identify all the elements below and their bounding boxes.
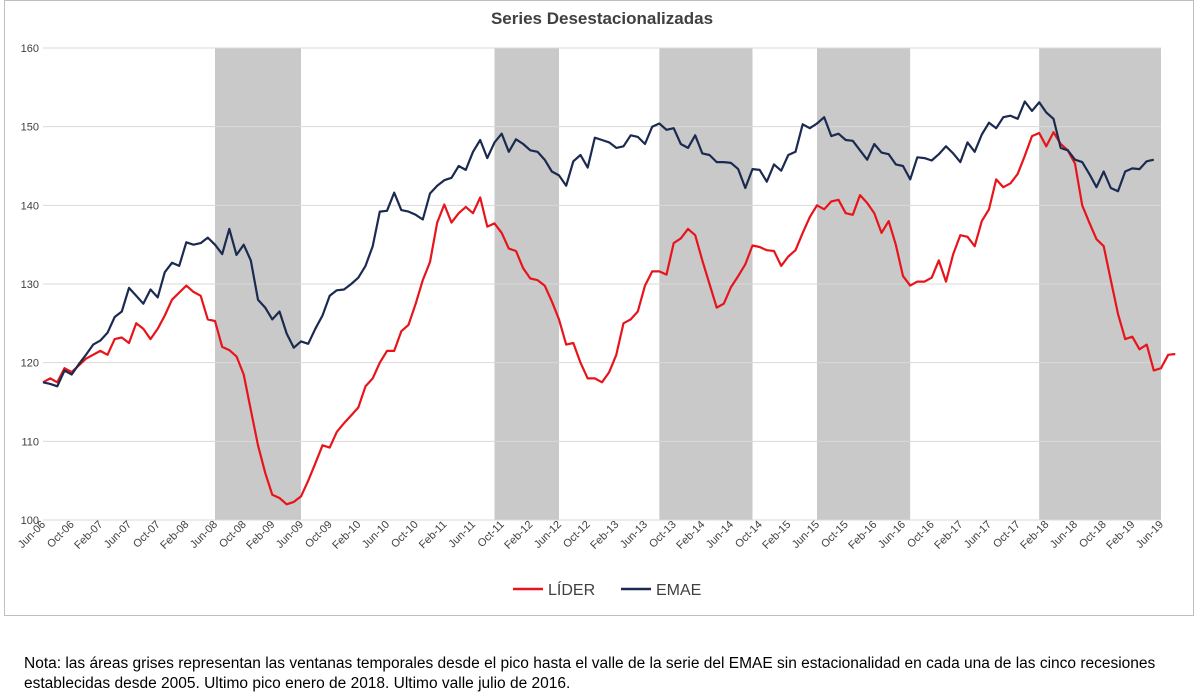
y-axis-ticks: 100 110 120 130 140 150 160 <box>21 43 39 527</box>
x-axis-ticks: Jun-06Oct-06Feb-07Jun-07Oct-07Feb-08Jun-… <box>16 519 1166 552</box>
x-tick-label: Feb-14 <box>674 519 707 552</box>
y-tick-label: 160 <box>21 43 39 55</box>
x-tick-label: Jun-11 <box>446 519 478 551</box>
x-tick-label: Oct-17 <box>991 519 1023 551</box>
y-tick-label: 140 <box>21 200 39 212</box>
x-tick-label: Jun-17 <box>962 519 994 551</box>
x-tick-label: Jun-07 <box>102 519 134 551</box>
x-tick-label: Feb-08 <box>158 519 191 552</box>
legend-label-lider: LÍDER <box>548 580 595 599</box>
x-tick-label: Jun-16 <box>876 519 908 551</box>
x-tick-label: Oct-15 <box>819 519 851 551</box>
x-tick-label: Feb-16 <box>846 519 879 552</box>
y-tick-label: 100 <box>21 515 39 527</box>
legend-label-emae: EMAE <box>656 582 701 599</box>
x-tick-label: Oct-06 <box>45 519 77 551</box>
x-tick-label: Feb-18 <box>1018 519 1051 552</box>
x-tick-label: Oct-09 <box>303 519 335 551</box>
footnote: Nota: las áreas grises representan las v… <box>24 655 1156 692</box>
x-tick-label: Jun-09 <box>274 519 306 551</box>
x-tick-label: Jun-18 <box>1048 519 1080 551</box>
x-tick-label: Feb-19 <box>1104 519 1137 552</box>
x-tick-label: Feb-10 <box>330 519 363 552</box>
x-tick-label: Jun-19 <box>1134 519 1166 551</box>
line-chart: 100 110 120 130 140 150 160 Jun-06Oct-06Feb-07… <box>16 9 1176 599</box>
x-tick-label: Feb-17 <box>932 519 965 552</box>
y-tick-label: 130 <box>21 279 39 291</box>
x-tick-label: Feb-09 <box>244 519 277 552</box>
series-line-emae <box>42 100 1155 388</box>
x-tick-label: Oct-07 <box>131 519 163 551</box>
x-tick-label: Oct-14 <box>733 519 765 551</box>
x-tick-label: Feb-12 <box>502 519 535 552</box>
chart-title: Series Desestacionalizadas <box>491 9 713 28</box>
chart-frame: 100 110 120 130 140 150 160 Jun-06 Oct-06 Feb-07… <box>4 0 1194 616</box>
x-tick-label: Jun-10 <box>360 519 392 551</box>
x-tick-label: Jun-12 <box>532 519 564 551</box>
x-tick-label: Oct-18 <box>1077 519 1109 551</box>
legend: LÍDER EMAE <box>513 580 701 599</box>
y-tick-label: 150 <box>21 122 39 134</box>
x-tick-label: Oct-16 <box>905 519 937 551</box>
series-lines <box>42 100 1176 506</box>
x-tick-label: Jun-08 <box>188 519 220 551</box>
series-line-lider <box>42 131 1176 506</box>
x-tick-label: Oct-11 <box>476 519 507 550</box>
x-tick-label: Feb-07 <box>72 519 105 552</box>
x-tick-label: Feb-15 <box>760 519 793 552</box>
y-tick-label: 120 <box>21 358 39 370</box>
x-tick-label: Oct-13 <box>647 519 679 551</box>
gridlines <box>43 47 1161 521</box>
x-tick-label: Jun-13 <box>618 519 650 551</box>
x-tick-label: Oct-10 <box>389 519 421 551</box>
x-tick-label: Feb-13 <box>588 519 621 552</box>
x-tick-label: Feb-11 <box>417 519 450 552</box>
x-tick-label: Jun-14 <box>704 519 736 551</box>
x-tick-label: Jun-15 <box>790 519 822 551</box>
x-tick-label: Oct-12 <box>561 519 593 551</box>
x-tick-label: Oct-08 <box>217 519 249 551</box>
y-tick-label: 110 <box>21 436 39 448</box>
